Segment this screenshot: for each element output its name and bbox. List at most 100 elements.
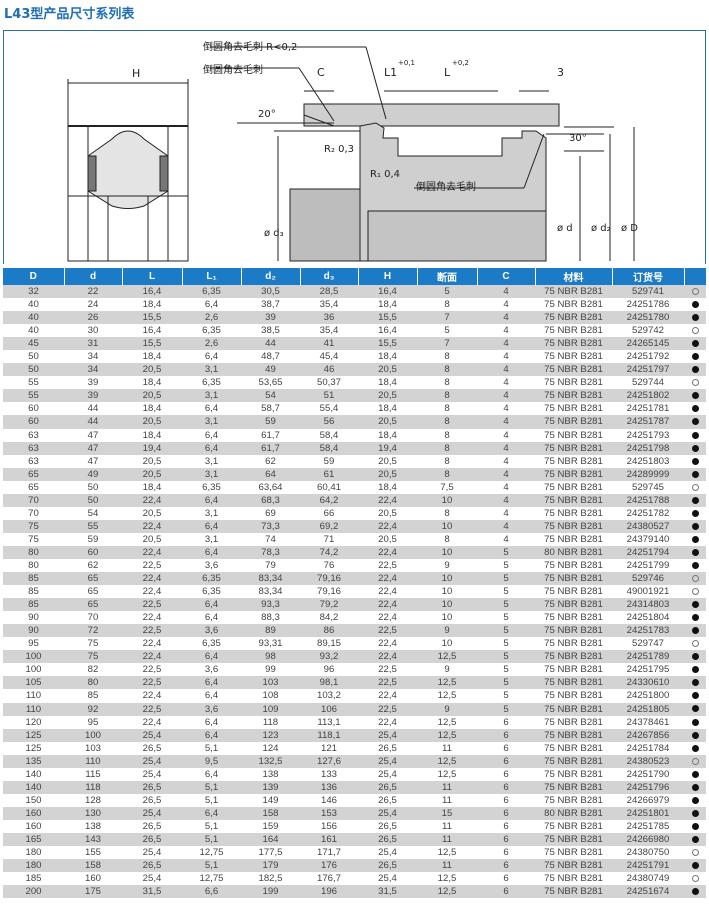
col-d2-cell: 139: [241, 780, 300, 794]
col-d-cell: 103: [84, 742, 101, 754]
col-order-no-cell: 529746: [612, 572, 684, 586]
col-order-no-cell: 24251789: [612, 650, 684, 664]
col-D-cell: 140: [3, 780, 64, 794]
col-order-no-cell: 24251792: [626, 351, 670, 363]
col-L1-cell: 6,4: [182, 728, 241, 742]
col-order-no-cell: 529744: [631, 377, 664, 389]
col-H-cell: 22,5: [378, 560, 397, 571]
col-d3-cell: 56: [300, 415, 358, 429]
col-d3-cell: 136: [300, 780, 358, 794]
filled-circle-icon: [691, 405, 699, 413]
col-L-cell: 26,5: [122, 780, 182, 794]
col-D-cell: 65: [3, 467, 64, 481]
col-D-cell: 165: [3, 832, 64, 847]
col-material-cell: 75 NBR B281: [544, 690, 603, 702]
filled-circle-icon: [691, 731, 699, 739]
col-material-cell: 75 NBR B281: [544, 481, 603, 493]
col-section-cell: 12,5: [437, 716, 457, 728]
table-row: 55 39 18,4 6,35 53,65 50,37 18,4 8 4 75 NBR B281 5…: [3, 376, 706, 389]
col-d-cell: 39: [64, 389, 122, 403]
col-d3-cell: 127,6: [300, 754, 358, 768]
col-order-no-cell: 24251793: [626, 429, 670, 441]
col-L1-cell: 3,6: [204, 664, 219, 676]
availability-cell: [684, 415, 706, 429]
col-d2-cell: 58,7: [261, 403, 280, 415]
col-d-cell: 128: [84, 794, 101, 806]
dim-d2: ø d₂: [591, 223, 611, 234]
col-material-cell: 75 NBR B281: [535, 702, 612, 716]
filled-circle-icon: [691, 862, 699, 870]
header-col-material: 材料: [534, 268, 612, 285]
col-section-cell: 9: [444, 560, 450, 571]
col-order-no-cell: 24266979: [626, 794, 670, 806]
col-L1-cell: 6,4: [182, 806, 241, 820]
table-row: 110 85 22,4 6,4 108 103,2 22,4 12,5 5 75 NBR B281…: [3, 689, 706, 702]
col-H-cell: 26,5: [358, 832, 417, 847]
table-row: 90 70 22,4 6,4 88,3 84,2 22,4 10 5 75 NBR B281 242…: [3, 611, 706, 624]
col-D-cell: 60: [3, 415, 64, 429]
col-d-cell: 175: [64, 885, 122, 899]
col-L-cell: 22,4: [142, 716, 162, 728]
col-d3-cell: 58,4: [319, 429, 339, 441]
col-D-cell: 55: [3, 389, 64, 403]
col-H-cell: 15,5: [358, 337, 417, 351]
availability-cell: [684, 572, 706, 586]
col-C-cell: 5: [477, 702, 535, 716]
table-row: 63 47 20,5 3,1 62 59 20,5 8 4 75 NBR B281 24251803: [3, 455, 706, 468]
col-d3-cell: 196: [300, 885, 358, 899]
col-D-cell: 120: [25, 716, 42, 728]
availability-cell: [684, 650, 706, 664]
dim-C: C: [317, 66, 325, 79]
col-H-cell: 20,5: [378, 533, 397, 545]
filled-circle-icon: [691, 614, 699, 622]
col-L-cell: 26,5: [142, 742, 162, 754]
col-C-cell: 5: [503, 586, 509, 598]
col-material-cell: 75 NBR B281: [544, 768, 603, 780]
col-d-cell: 80: [64, 676, 122, 690]
chamfer-label: 倒圆角去毛刺: [203, 65, 263, 76]
col-material-cell: 75 NBR B281: [544, 299, 603, 311]
col-L1-cell: 6,4: [204, 299, 219, 311]
col-d2-cell: 89: [241, 624, 300, 638]
col-L1-cell: 6,35: [202, 586, 221, 598]
col-d-cell: 158: [64, 859, 122, 873]
open-circle-icon: [691, 588, 699, 596]
availability-cell: [684, 337, 706, 351]
col-d2-cell: 118: [262, 716, 279, 728]
col-D-cell: 90: [28, 612, 39, 624]
col-order-no-cell: 529742: [631, 325, 664, 337]
col-L-cell: 26,5: [142, 820, 162, 832]
col-section-cell: 8: [444, 351, 450, 363]
col-D-cell: 140: [25, 768, 42, 780]
col-D-cell: 110: [3, 702, 64, 716]
col-H-cell: 20,5: [378, 507, 397, 519]
col-L-cell: 18,4: [142, 481, 162, 493]
col-section-cell: 10: [417, 519, 477, 533]
availability-cell: [684, 507, 706, 520]
availability-cell: [684, 285, 706, 299]
filled-circle-icon: [691, 835, 699, 843]
availability-cell: [684, 637, 706, 650]
availability-cell: [684, 598, 706, 612]
table-row: 65 50 18,4 6,35 63,64 60,41 18,4 7,5 4 75 NBR B28…: [3, 481, 706, 494]
table-row: 180 155 25,4 12,75 177,5 171,7 25,4 12,5 6 75 NBR…: [3, 846, 706, 859]
col-H-cell: 25,4: [378, 873, 397, 885]
col-d3-cell: 45,4: [319, 351, 339, 363]
col-section-cell: 8: [444, 403, 450, 415]
col-d2-cell: 30,5: [241, 285, 300, 299]
header-col-order-no: 订货号: [611, 268, 684, 285]
col-section-cell: 10: [417, 598, 477, 612]
col-L1-cell: 6,4: [204, 429, 219, 441]
table-row: 85 65 22,4 6,35 83,34 79,16 22,4 10 5 75 NBR B281…: [3, 585, 706, 598]
col-order-no-cell: 24251802: [612, 389, 684, 403]
col-L-cell: 22,4: [142, 586, 162, 598]
col-d-cell: 44: [87, 403, 99, 415]
col-D-cell: 105: [3, 676, 64, 690]
angle-30: 30°: [569, 133, 587, 144]
col-L1-cell: 5,1: [204, 820, 219, 832]
availability-cell: [684, 689, 706, 702]
col-C-cell: 4: [477, 337, 535, 351]
col-L1-cell: 12,75: [199, 873, 224, 885]
col-L1-cell: 6,4: [204, 403, 219, 415]
col-order-no-cell: 24251787: [612, 415, 684, 429]
